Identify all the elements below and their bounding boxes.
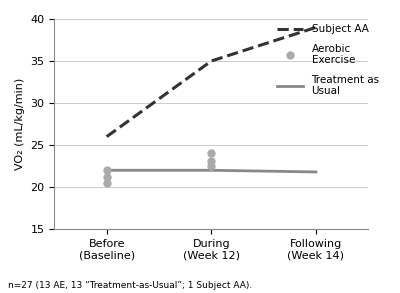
Y-axis label: VO₂ (mL/kg/min): VO₂ (mL/kg/min) [15,78,25,170]
Text: n=27 (13 AE, 13 “Treatment-as-Usual”; 1 Subject AA).: n=27 (13 AE, 13 “Treatment-as-Usual”; 1 … [8,281,252,290]
Legend: Subject AA, Aerobic
Exercise, Treatment as
Usual: Subject AA, Aerobic Exercise, Treatment … [273,20,384,100]
